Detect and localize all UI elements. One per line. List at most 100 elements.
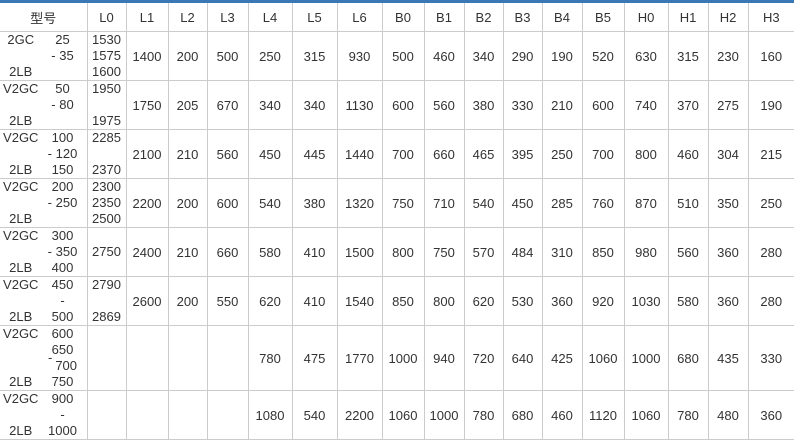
model-size: 900: [51, 391, 74, 406]
value-cell: 780: [248, 325, 293, 391]
l0-value: [88, 374, 126, 390]
l0-value: [88, 358, 126, 374]
value-cell: 460: [424, 31, 465, 81]
l0-value: 2750: [92, 244, 121, 259]
value-cell: 660: [424, 129, 465, 179]
model-prefix: 2LB: [9, 211, 33, 226]
value-cell: 920: [582, 276, 625, 326]
model-prefix: 2LB: [9, 113, 33, 128]
value-cell: 380: [464, 80, 504, 130]
value-cell: 1540: [337, 276, 383, 326]
l0-cell: 1530 1575 1600: [87, 31, 127, 81]
value-cell: 560: [424, 80, 465, 130]
model-size: - 35: [51, 48, 74, 63]
model-size: - 250: [47, 195, 78, 210]
value-cell: 850: [382, 276, 425, 326]
model-line: 2LB 1000: [0, 423, 86, 439]
value-cell: 1060: [382, 390, 425, 440]
column-header-H0: H0: [624, 1, 669, 32]
column-header-B2: B2: [464, 1, 504, 32]
value-cell: 800: [624, 129, 669, 179]
value-cell: 560: [668, 227, 709, 277]
column-header-H3: H3: [748, 1, 794, 32]
value-cell: [207, 390, 249, 440]
value-cell: 290: [503, 31, 543, 81]
value-cell: 380: [292, 178, 338, 228]
l0-value: [88, 407, 126, 423]
value-cell: 410: [292, 227, 338, 277]
model-size: 50: [55, 81, 70, 96]
value-cell: 450: [503, 178, 543, 228]
model-prefix: V2GC: [3, 179, 39, 194]
model-size: - 350: [47, 244, 78, 259]
l0-value: 1950: [92, 81, 121, 96]
value-cell: 510: [668, 178, 709, 228]
value-cell: 360: [748, 390, 794, 440]
column-header-L2: L2: [168, 1, 208, 32]
model-cell: V2GC 200- 250 2LB: [0, 178, 88, 228]
l0-value: 2869: [92, 309, 121, 324]
l0-value: [88, 146, 126, 162]
value-cell: 630: [624, 31, 669, 81]
value-cell: 620: [248, 276, 293, 326]
model-line: V2GC 50: [0, 81, 86, 97]
model-size: -: [60, 407, 65, 422]
model-line: 2LB: [0, 113, 86, 129]
model-size: 1000: [48, 423, 77, 438]
value-cell: 460: [542, 390, 583, 440]
value-cell: 940: [424, 325, 465, 391]
model-size: - 80: [51, 97, 74, 112]
column-header-H1: H1: [668, 1, 709, 32]
column-header-B0: B0: [382, 1, 425, 32]
value-cell: 750: [424, 227, 465, 277]
model-prefix: V2GC: [3, 81, 39, 96]
value-cell: 580: [668, 276, 709, 326]
model-cell: V2GC 300- 350 2LB 400: [0, 227, 88, 277]
value-cell: 250: [248, 31, 293, 81]
table-row: V2GC 50- 80 2LB 1950 1975 1750 205 670 340 340 113…: [0, 80, 794, 130]
model-line: 2LB 150: [0, 162, 86, 178]
l0-cell: 2790 2869: [87, 276, 127, 326]
model-line: - 250: [0, 195, 86, 211]
value-cell: 850: [582, 227, 625, 277]
value-cell: 360: [708, 227, 749, 277]
value-cell: 710: [424, 178, 465, 228]
value-cell: 1130: [337, 80, 383, 130]
value-cell: 570: [464, 227, 504, 277]
column-header-B1: B1: [424, 1, 465, 32]
table-row: 2GC 25- 35 2LB 1530 1575 1600 1400 200 500 250 315…: [0, 31, 794, 81]
column-header-B5: B5: [582, 1, 625, 32]
l0-value: [88, 326, 126, 342]
model-size: 450: [51, 277, 74, 292]
value-cell: 484: [503, 227, 543, 277]
model-prefix: 2LB: [9, 162, 33, 177]
value-cell: 2200: [337, 390, 383, 440]
value-cell: 304: [708, 129, 749, 179]
model-size: 750: [51, 374, 74, 389]
model-size: 500: [51, 309, 74, 324]
l0-value: 2790: [92, 277, 121, 292]
value-cell: 200: [168, 276, 208, 326]
value-cell: 250: [748, 178, 794, 228]
value-cell: 330: [503, 80, 543, 130]
value-cell: 540: [464, 178, 504, 228]
value-cell: 315: [292, 31, 338, 81]
value-cell: 1770: [337, 325, 383, 391]
column-header-B3: B3: [503, 1, 543, 32]
model-prefix: V2GC: [3, 391, 39, 406]
value-cell: 540: [292, 390, 338, 440]
value-cell: 680: [668, 325, 709, 391]
value-cell: 1440: [337, 129, 383, 179]
l0-value: 2350: [92, 195, 121, 210]
model-prefix: V2GC: [3, 277, 39, 292]
value-cell: 1000: [624, 325, 669, 391]
value-cell: 550: [207, 276, 249, 326]
value-cell: 600: [582, 80, 625, 130]
model-cell: V2GC 50- 80 2LB: [0, 80, 88, 130]
table-row: V2GC 100- 120 2LB 150 2285 2370 2100 210 560 450 4…: [0, 129, 794, 179]
value-cell: [168, 325, 208, 391]
value-cell: 480: [708, 390, 749, 440]
model-size: -: [60, 293, 65, 308]
value-cell: 445: [292, 129, 338, 179]
value-cell: 760: [582, 178, 625, 228]
